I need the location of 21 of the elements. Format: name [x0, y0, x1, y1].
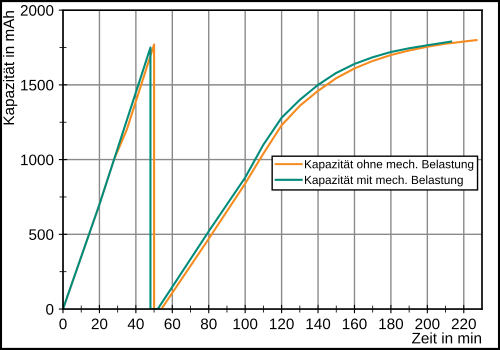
y-axis-title: Kapazität in mAh: [2, 11, 18, 124]
x-tick-label: 80: [200, 318, 217, 330]
y-tick-label: 500: [29, 229, 54, 240]
x-axis-title: Zeit in min: [412, 332, 482, 344]
x-tick-label: 120: [270, 318, 294, 330]
x-tick-label: 100: [234, 318, 258, 330]
x-tick-label: 0: [59, 318, 67, 330]
x-tick-label: 20: [92, 318, 108, 330]
y-tick-label: 2000: [20, 5, 54, 16]
x-tick-label: 220: [452, 318, 476, 330]
y-tick-label: 0: [46, 304, 54, 315]
x-tick-label: 180: [379, 318, 404, 330]
legend-label: Kapazität mit mech. Belastung: [305, 175, 463, 186]
y-tick-label: 1000: [21, 154, 54, 166]
x-tick-label: 160: [342, 318, 367, 330]
legend-label: Kapazität ohne mech. Belastung: [305, 160, 474, 171]
y-tick-label: 1500: [21, 80, 54, 91]
x-tick-label: 60: [164, 318, 180, 330]
x-tick-label: 40: [128, 318, 144, 330]
x-tick-label: 140: [306, 318, 330, 330]
x-tick-label: 200: [415, 318, 440, 330]
